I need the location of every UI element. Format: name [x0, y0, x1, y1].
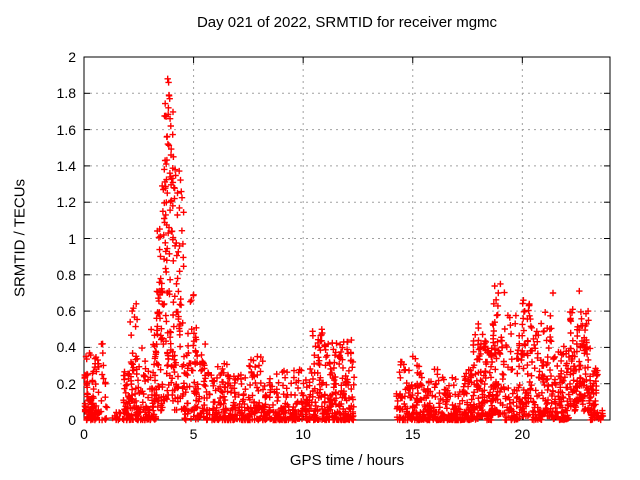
x-tick-label: 20 — [514, 426, 531, 442]
y-tick-label: 0 — [68, 412, 76, 428]
scatter-points — [81, 75, 607, 424]
x-tick-label: 10 — [295, 426, 311, 442]
x-tick-label: 0 — [80, 426, 88, 442]
x-axis-label: GPS time / hours — [289, 452, 405, 469]
x-tick-label: 5 — [189, 426, 198, 442]
grid-lines — [84, 57, 610, 420]
x-tick-label: 15 — [404, 426, 421, 442]
y-tick-label: 0.2 — [56, 375, 76, 392]
y-tick-label: 0.4 — [56, 339, 76, 356]
y-tick-label: 0.8 — [56, 266, 76, 283]
y-tick-label: 1.4 — [56, 157, 76, 174]
y-tick-label: 1 — [68, 230, 76, 247]
y-tick-label: 1.8 — [56, 85, 76, 102]
y-tick-label: 1.2 — [56, 194, 76, 211]
y-tick-label: 1.6 — [56, 121, 76, 138]
chart-title: Day 021 of 2022, SRMTID for receiver mgm… — [196, 14, 498, 31]
y-tick-label: 0.6 — [56, 303, 76, 320]
y-tick-label: 2 — [68, 49, 76, 65]
